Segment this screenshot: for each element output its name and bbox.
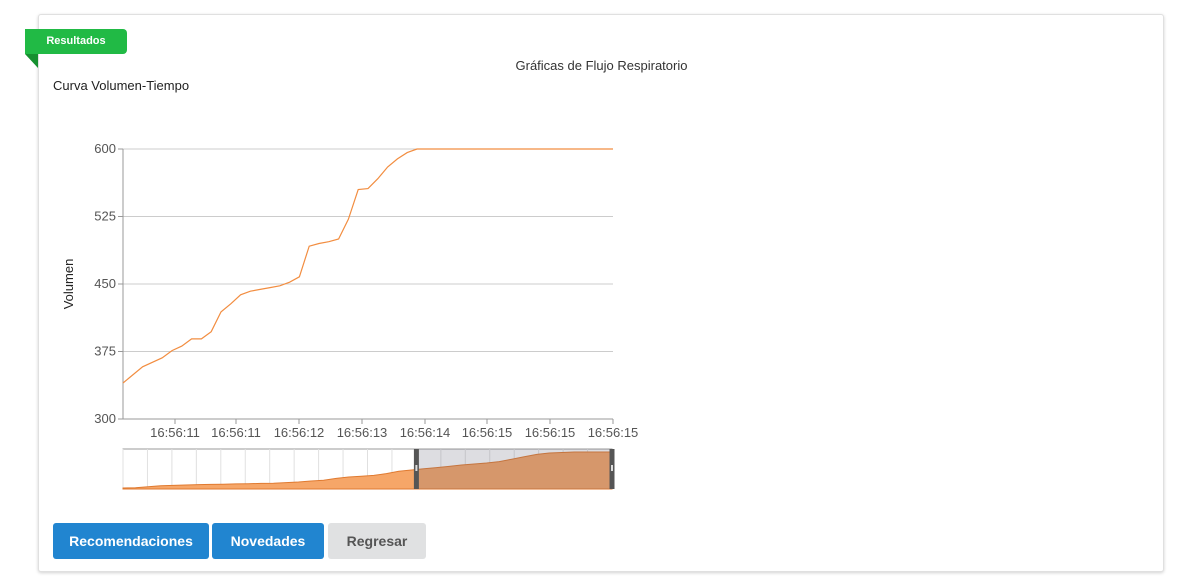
- range-navigator[interactable]: [122, 448, 615, 490]
- y-axis: 300 375 450 525 600: [94, 141, 124, 426]
- x-axis: 16:56:11 16:56:11 16:56:12 16:56:13 16:56:14…: [123, 418, 639, 440]
- navigator-handle-grip: [611, 465, 613, 471]
- navigator-handle-grip: [415, 465, 418, 471]
- news-button[interactable]: Novedades: [212, 523, 324, 559]
- x-tick-label: 16:56:11: [211, 425, 261, 440]
- y-tick-label: 450: [94, 276, 116, 291]
- y-tick-label: 300: [94, 411, 116, 426]
- x-tick-label: 16:56:13: [337, 425, 388, 440]
- navigator-selection[interactable]: [416, 449, 612, 489]
- y-tick-label: 375: [94, 344, 116, 359]
- chart-subtitle: Curva Volumen-Tiempo: [53, 78, 190, 93]
- x-tick-label: 16:56:15: [588, 425, 639, 440]
- chart-grid: [123, 148, 613, 420]
- y-axis-title: Volumen: [61, 259, 76, 310]
- recommendations-button[interactable]: Recomendaciones: [53, 523, 209, 559]
- x-tick-label: 16:56:12: [274, 425, 325, 440]
- x-tick-label: 16:56:14: [400, 425, 451, 440]
- series-line-volumen: [122, 148, 613, 384]
- x-tick-label: 16:56:15: [462, 425, 513, 440]
- x-tick-label: 16:56:11: [150, 425, 200, 440]
- navigator-area: [122, 451, 613, 490]
- chart-series: [122, 148, 613, 384]
- x-tick-label: 16:56:15: [525, 425, 576, 440]
- back-button[interactable]: Regresar: [328, 523, 426, 559]
- ribbon-fold: [25, 54, 38, 68]
- y-tick-label: 525: [94, 209, 116, 224]
- chart-main-title: Gráficas de Flujo Respiratorio: [515, 58, 688, 73]
- y-tick-label: 600: [94, 141, 116, 156]
- results-ribbon-label: Resultados: [25, 29, 127, 54]
